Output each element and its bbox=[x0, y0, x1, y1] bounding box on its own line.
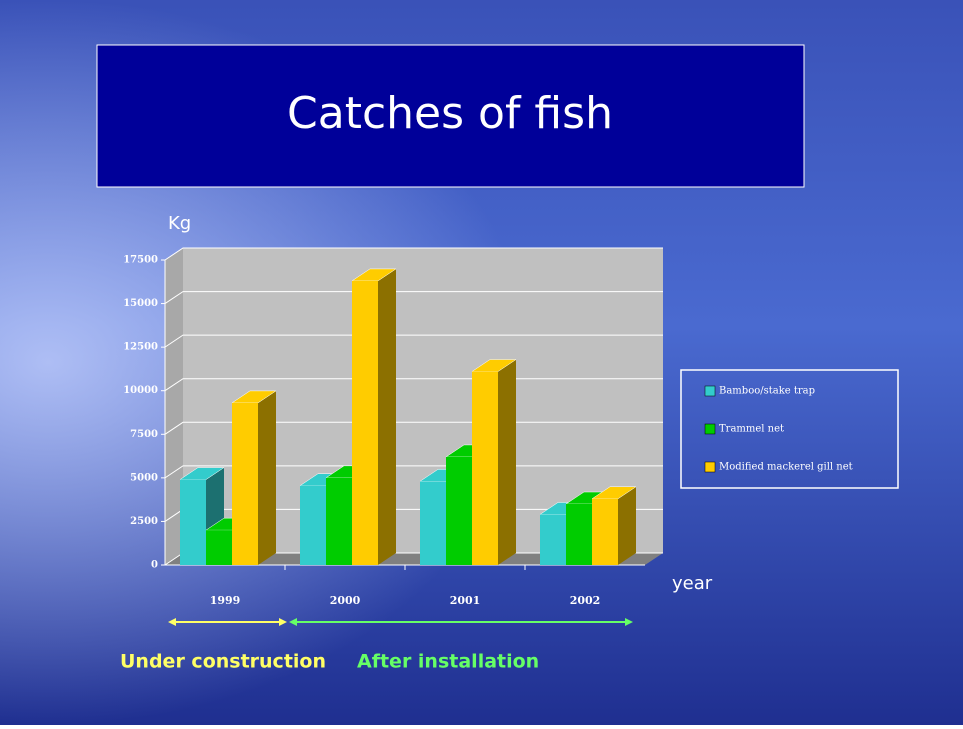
bar bbox=[472, 371, 498, 565]
y-tick-label: 12500 bbox=[123, 342, 158, 353]
legend-swatch bbox=[704, 385, 716, 397]
y-tick-label: 2500 bbox=[130, 516, 158, 527]
bar-side bbox=[618, 486, 636, 565]
grid-line bbox=[164, 247, 663, 261]
legend-swatch bbox=[704, 461, 716, 473]
bar bbox=[300, 485, 326, 565]
y-tick-label: 10000 bbox=[123, 385, 158, 396]
legend-label: Trammel net bbox=[719, 424, 784, 435]
title-box bbox=[96, 44, 805, 188]
grid-line bbox=[164, 291, 663, 304]
arrow-head bbox=[168, 618, 176, 626]
arrow-head bbox=[279, 618, 287, 626]
y-tick-label: 17500 bbox=[123, 255, 158, 266]
bar-side bbox=[258, 390, 276, 565]
annotation: Under construction bbox=[120, 651, 326, 673]
bar bbox=[352, 280, 378, 565]
x-axis-label: year bbox=[672, 573, 713, 594]
bar bbox=[206, 530, 232, 565]
x-tick-label: 2002 bbox=[570, 594, 601, 607]
legend bbox=[680, 369, 899, 489]
y-tick-label: 7500 bbox=[130, 429, 158, 440]
legend-label: Bamboo/stake trap bbox=[719, 386, 815, 397]
y-tick-label: 15000 bbox=[123, 298, 158, 309]
bar-side bbox=[498, 359, 516, 565]
bar bbox=[420, 481, 446, 565]
y-axis-label: Kg bbox=[168, 213, 191, 234]
annotation: After installation bbox=[357, 651, 539, 673]
legend-swatch bbox=[704, 423, 716, 435]
legend-label: Modified mackerel gill net bbox=[719, 462, 853, 473]
y-tick-label: 5000 bbox=[130, 472, 158, 483]
side-wall bbox=[165, 248, 183, 565]
back-wall bbox=[183, 248, 663, 553]
bar-side bbox=[378, 268, 396, 565]
bar bbox=[540, 514, 566, 565]
floor bbox=[165, 553, 663, 565]
title: Catches of fish bbox=[287, 88, 613, 139]
x-tick-label: 2000 bbox=[330, 594, 361, 607]
bar bbox=[232, 402, 258, 565]
grid-line bbox=[164, 334, 663, 348]
arrow-head bbox=[289, 618, 297, 626]
bar bbox=[446, 456, 472, 565]
bar bbox=[326, 477, 352, 565]
bar bbox=[566, 504, 592, 565]
x-tick-label: 2001 bbox=[450, 594, 481, 607]
arrow-head bbox=[625, 618, 633, 626]
y-tick-label: 0 bbox=[151, 560, 158, 571]
x-tick-label: 1999 bbox=[210, 594, 241, 607]
bar bbox=[592, 498, 618, 565]
bar bbox=[180, 479, 206, 565]
